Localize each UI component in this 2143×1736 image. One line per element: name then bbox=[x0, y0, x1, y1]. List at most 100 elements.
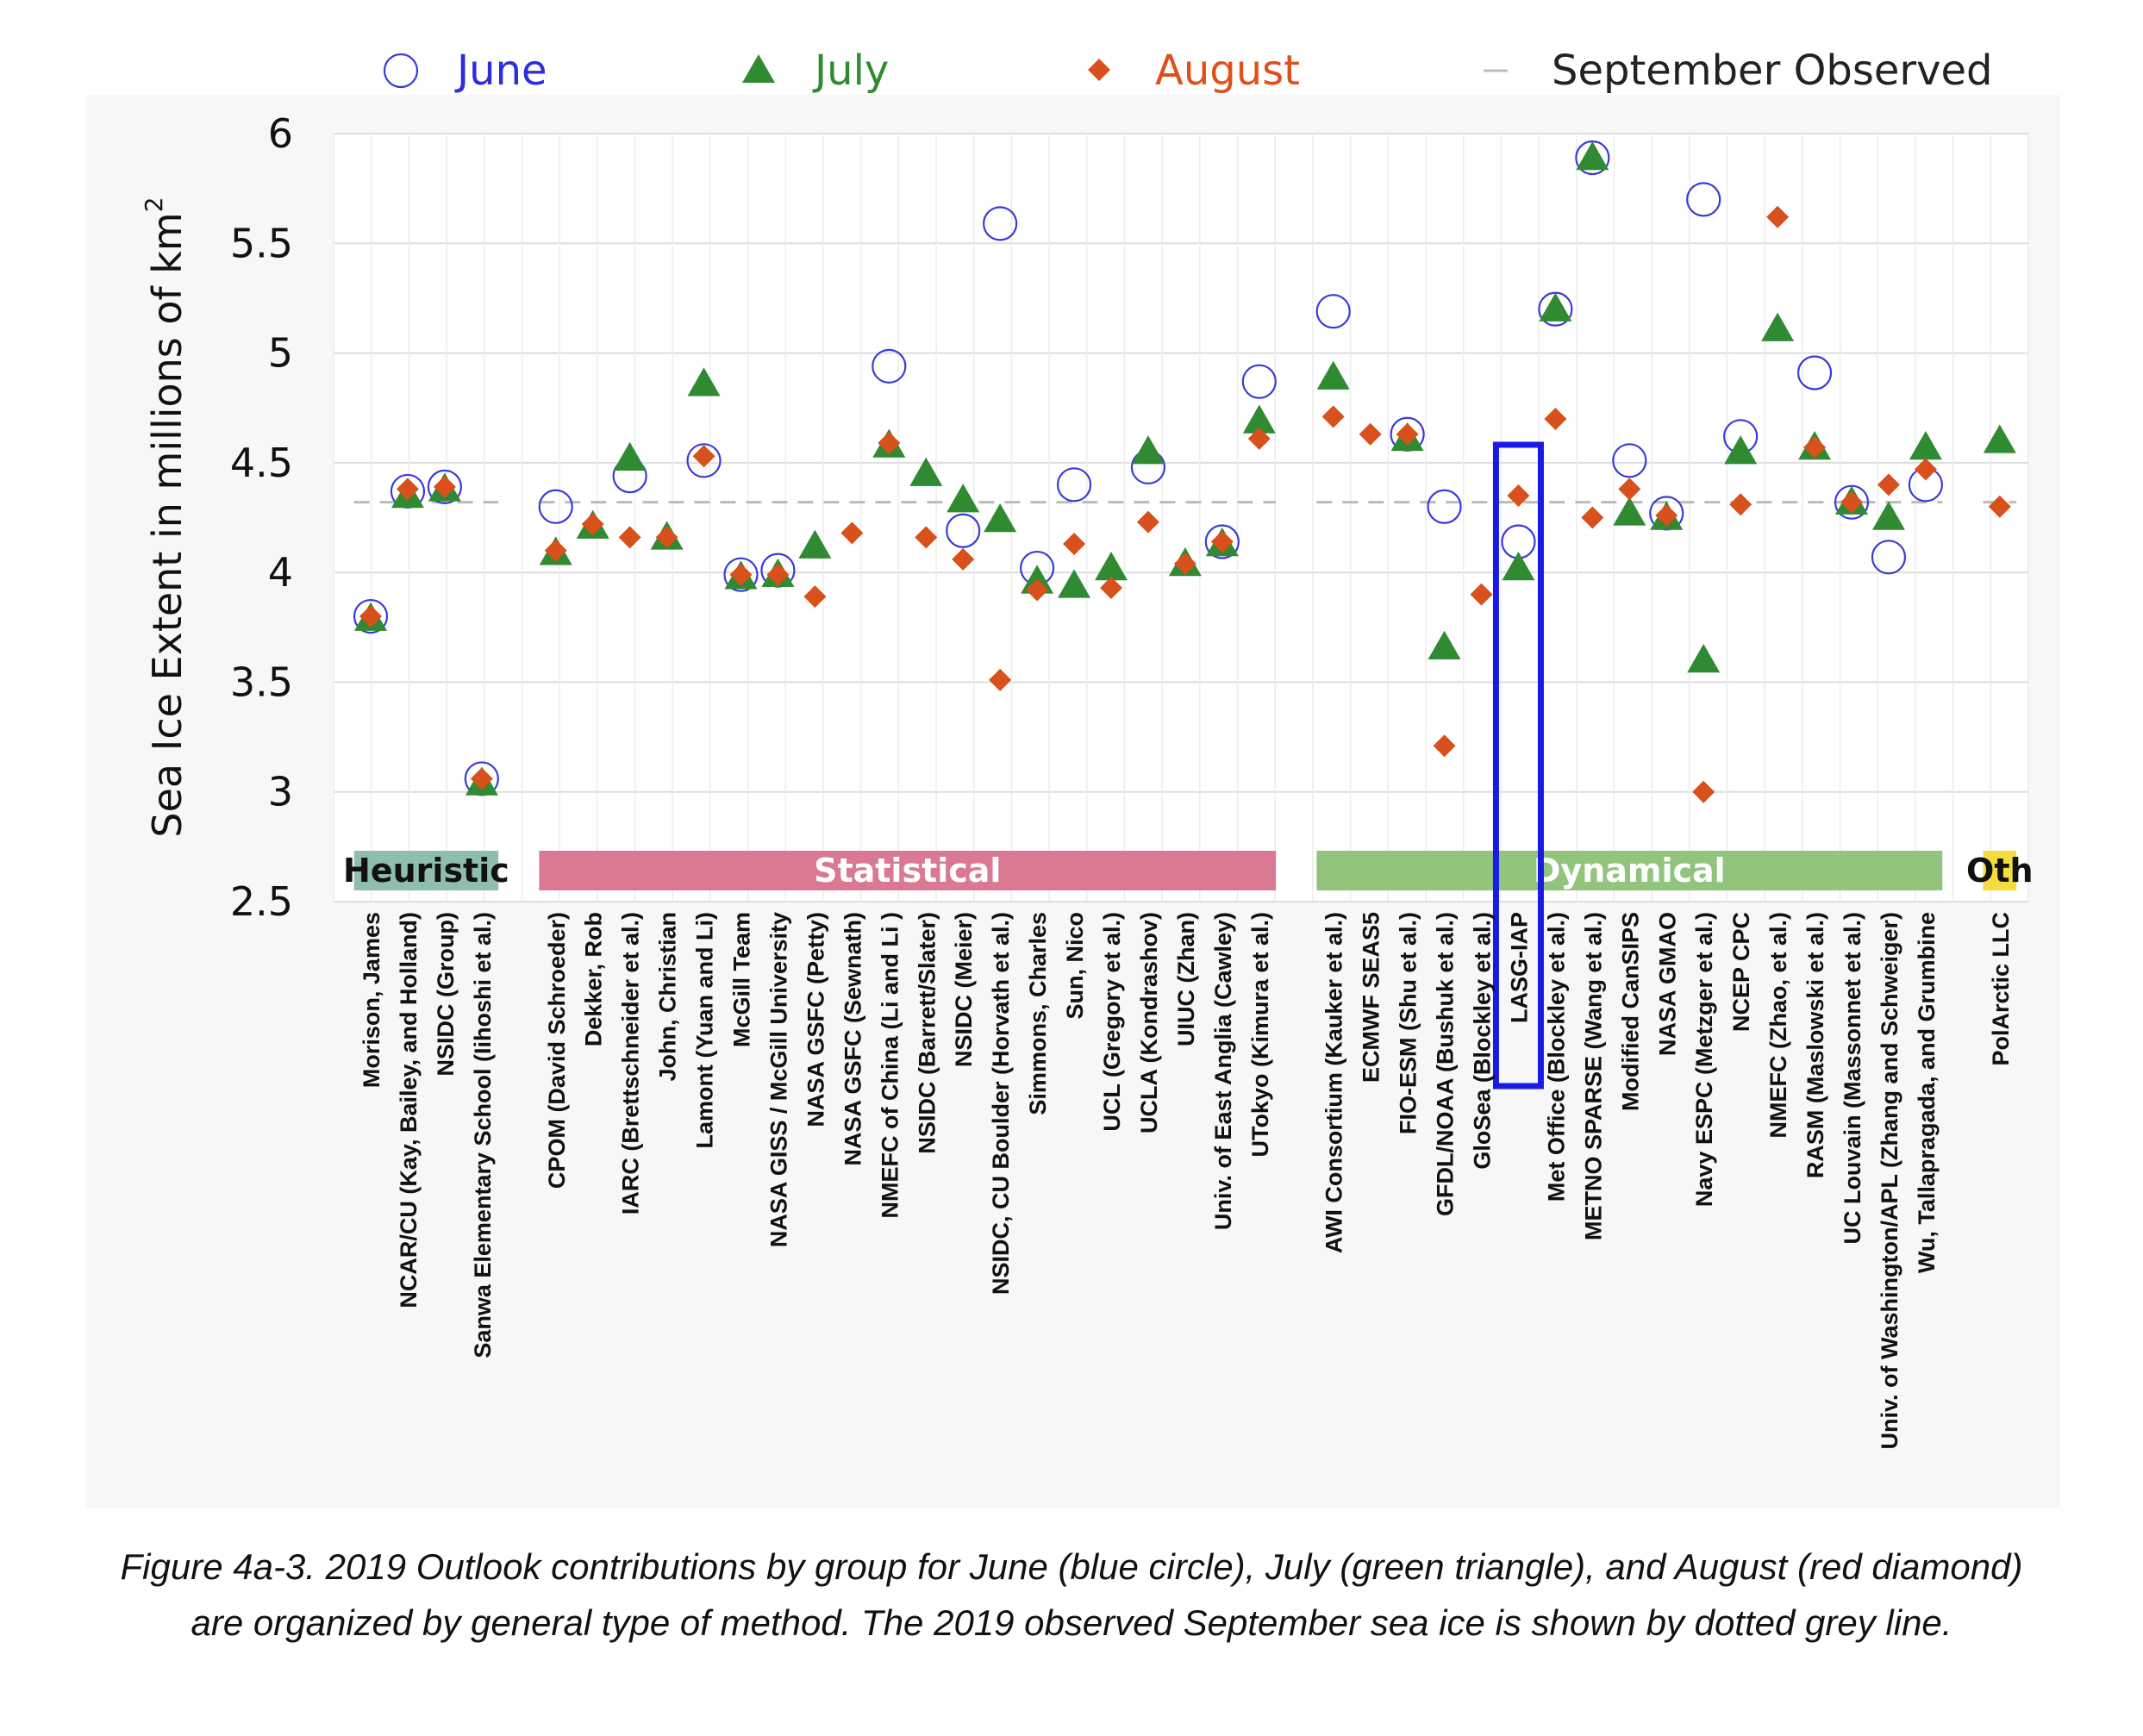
category-label: McGill Team bbox=[729, 912, 755, 1047]
august-point bbox=[396, 478, 419, 501]
july-point bbox=[1761, 312, 1795, 341]
july-point bbox=[1058, 569, 1091, 598]
july-point bbox=[1724, 435, 1758, 465]
august-point bbox=[766, 563, 790, 586]
category-label: NASA GSFC (Sewnath) bbox=[840, 912, 865, 1166]
category-label: NSIDC (Barrett/Slater) bbox=[914, 912, 940, 1154]
august-point bbox=[878, 431, 901, 454]
august-point bbox=[952, 547, 975, 571]
category-label: UCLA (Kondrashov) bbox=[1136, 912, 1162, 1133]
category-label: AWI Consortium (Kauker et al.) bbox=[1321, 912, 1347, 1253]
august-point bbox=[1359, 422, 1382, 446]
category-label: Modified CanSIPS bbox=[1617, 912, 1643, 1111]
august-point bbox=[1136, 510, 1159, 534]
legend-item-june: June bbox=[383, 47, 547, 95]
july-point bbox=[1242, 404, 1276, 434]
july-point bbox=[1613, 496, 1646, 526]
july-point bbox=[1687, 643, 1721, 673]
august-point bbox=[1803, 436, 1827, 459]
category-label: ECMWF SEAS5 bbox=[1359, 912, 1384, 1083]
august-point bbox=[1026, 578, 1049, 602]
group-band-dynamical bbox=[1316, 851, 1943, 890]
june-point bbox=[1796, 355, 1833, 390]
group-band-statistical bbox=[539, 851, 1277, 890]
category-label: UC Louvain (Massonnet et al.) bbox=[1840, 912, 1865, 1245]
category-label: Wu, Tallapragada, and Grumbine bbox=[1914, 912, 1940, 1273]
category-label: NMEFC (Zhao, et al.) bbox=[1765, 912, 1791, 1139]
august-point bbox=[989, 668, 1012, 691]
category-label: NCAR/CU (Kay, Bailey, and Holland) bbox=[396, 912, 422, 1308]
y-tick-label: 5.5 bbox=[230, 220, 293, 266]
legend-triangle-icon bbox=[742, 54, 775, 83]
august-point bbox=[1321, 405, 1345, 428]
group-band-label: Dynamical bbox=[1534, 852, 1726, 890]
june-point bbox=[353, 598, 389, 634]
category-label: Navy ESPC (Metzger et al.) bbox=[1691, 912, 1717, 1207]
august-point bbox=[1618, 478, 1641, 501]
y-tick-label: 6 bbox=[268, 110, 293, 157]
june-point bbox=[1315, 294, 1351, 329]
highlight-box bbox=[1492, 441, 1544, 1090]
august-point bbox=[1396, 422, 1419, 446]
august-point bbox=[1507, 484, 1530, 508]
category-label: NASA GSFC (Petty) bbox=[803, 912, 828, 1127]
y-axis-label: Sea Ice Extent in millions of km2 bbox=[140, 197, 191, 837]
y-tick-label: 2.5 bbox=[230, 878, 293, 925]
june-point bbox=[538, 489, 573, 524]
y-tick-label: 3 bbox=[268, 769, 293, 815]
august-point bbox=[803, 585, 827, 609]
category-label: UTokyo (Kimura et al.) bbox=[1247, 912, 1273, 1158]
category-label: METNO SPARSE (Wang et al.) bbox=[1580, 912, 1606, 1240]
group-band-label: Statistical bbox=[814, 852, 1001, 890]
july-point bbox=[687, 367, 721, 397]
july-point bbox=[1316, 360, 1350, 390]
x-axis-category-labels: Morison, James NCAR/CU (Kay, Bailey, and … bbox=[359, 912, 2014, 1450]
july-point bbox=[947, 484, 980, 513]
june-point bbox=[1871, 540, 1907, 575]
july-point bbox=[1871, 501, 1905, 530]
july-point bbox=[1539, 292, 1572, 322]
july-point bbox=[1502, 552, 1535, 581]
august-point bbox=[729, 563, 753, 586]
category-label: RASM (Maslowski et al.) bbox=[1802, 912, 1828, 1178]
august-point bbox=[470, 767, 493, 790]
legend-label: September Observed bbox=[1552, 47, 1993, 95]
plot-area: Heuristic Statistical Dynamical Oth bbox=[333, 133, 2034, 1090]
august-point bbox=[618, 526, 641, 549]
category-label: NASA GMAO bbox=[1654, 912, 1680, 1056]
august-point bbox=[1210, 530, 1234, 553]
august-point bbox=[1766, 205, 1790, 228]
august-point bbox=[1433, 734, 1456, 758]
august-point bbox=[840, 521, 864, 545]
category-label: GFDL/NOAA (Bushuk et al.) bbox=[1433, 912, 1459, 1216]
y-axis-label-text: Sea Ice Extent in millions of km bbox=[144, 212, 191, 837]
legend-circle-icon bbox=[383, 53, 419, 89]
category-label: LASG-IAP bbox=[1506, 912, 1532, 1023]
category-label: NSIDC (Group) bbox=[433, 912, 459, 1076]
category-label: Univ. of Washington/APL (Zhang and Schwe… bbox=[1877, 912, 1902, 1450]
legend-label: June bbox=[454, 47, 547, 95]
august-point bbox=[1063, 533, 1086, 556]
july-point bbox=[1095, 552, 1128, 581]
method-group-bands: Heuristic Statistical Dynamical Oth bbox=[343, 851, 2034, 890]
category-label: NCEP CPC bbox=[1728, 912, 1754, 1032]
june-point bbox=[1686, 182, 1721, 217]
category-label: NASA GISS / McGill University bbox=[765, 912, 791, 1247]
y-tick-label: 5 bbox=[268, 330, 293, 377]
august-point bbox=[1877, 473, 1900, 496]
category-label: Univ. of East Anglia (Cawley) bbox=[1210, 912, 1236, 1230]
category-label: Met Office (Blockley et al.) bbox=[1543, 912, 1569, 1202]
august-point bbox=[1988, 495, 2011, 518]
category-label: PolArctic LLC bbox=[1988, 912, 2014, 1066]
category-label: Morison, James bbox=[359, 912, 384, 1088]
august-point bbox=[1729, 493, 1753, 516]
category-label: Sun, Nico bbox=[1062, 912, 1088, 1020]
july-point bbox=[613, 441, 647, 471]
category-label: Sanwa Elementary School (Iihoshi et al.) bbox=[470, 912, 496, 1358]
august-point bbox=[1100, 576, 1122, 599]
june-point bbox=[427, 469, 463, 504]
august-point bbox=[1840, 490, 1863, 514]
august-point bbox=[544, 539, 567, 562]
june-point bbox=[1427, 489, 1462, 524]
august-point bbox=[1655, 503, 1678, 527]
